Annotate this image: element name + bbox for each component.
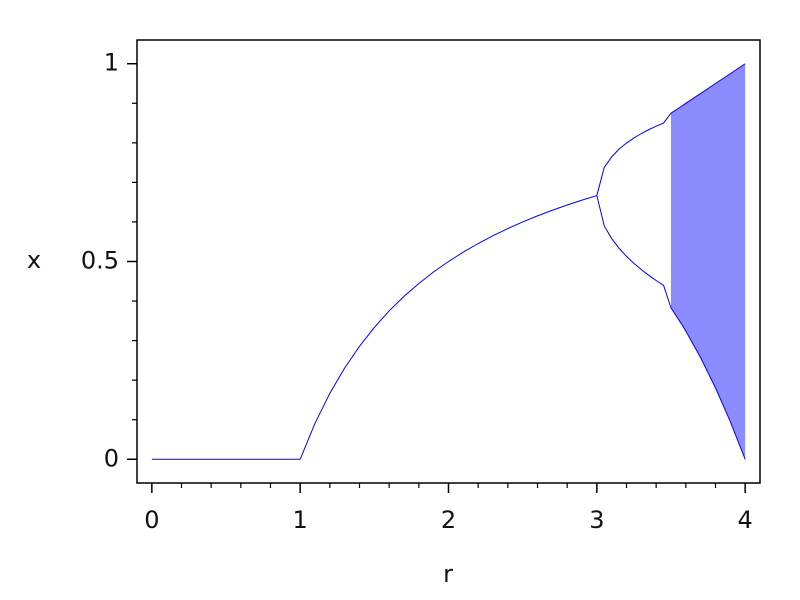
x-axis-label: r	[443, 560, 453, 588]
branch-line	[596, 195, 672, 309]
x-tick-label: 3	[589, 506, 604, 534]
branch-line	[596, 112, 672, 196]
branch-line	[299, 195, 597, 460]
x-tick-label: 4	[738, 506, 753, 534]
branch-line	[670, 63, 746, 114]
x-tick-label: 0	[144, 506, 159, 534]
y-tick-label: 0	[104, 444, 119, 472]
y-tick-label: 0.5	[81, 247, 119, 275]
y-tick-label: 1	[104, 49, 119, 77]
y-axis-label: x	[27, 246, 41, 274]
x-tick-label: 2	[441, 506, 456, 534]
x-tick-label: 1	[293, 506, 308, 534]
branch-line	[670, 307, 746, 460]
chaos-band	[671, 63, 746, 460]
